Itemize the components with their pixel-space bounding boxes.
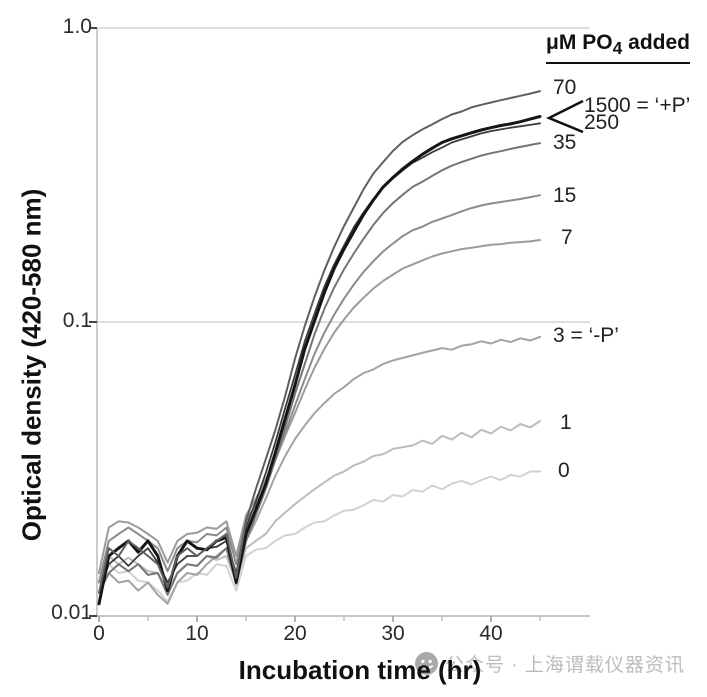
legend-title-subscript: 4 <box>612 38 623 59</box>
y-tick-label-0.01: 0.01 <box>51 601 92 624</box>
series-line-3 <box>98 335 541 605</box>
x-axis-title: Incubation time (hr) <box>238 655 482 685</box>
watermark: 公众号 · 上海谓载仪器资讯 <box>414 650 685 677</box>
x-tick-label-30: 30 <box>381 622 405 645</box>
x-tick-label-0: 0 <box>93 622 105 645</box>
legend-label-0: 0 <box>558 459 570 482</box>
legend-label-1: 1 <box>560 411 572 434</box>
x-tick-label-40: 40 <box>479 622 503 645</box>
series-line-35 <box>98 142 541 596</box>
legend-bracket <box>545 99 584 134</box>
y-tick-label-1.0: 1.0 <box>62 15 92 38</box>
y-axis-title: Optical density (420-580 nm) <box>16 188 47 542</box>
legend-title: μM PO4 added <box>546 31 690 65</box>
legend-label-7: 7 <box>561 226 573 249</box>
official-account-logo-icon <box>415 652 438 675</box>
legend-label-15: 15 <box>553 184 577 207</box>
legend-label-35: 35 <box>553 131 577 154</box>
watermark-text: 公众号 · 上海谓载仪器资讯 <box>445 655 685 676</box>
series-line-70 <box>98 90 541 594</box>
x-tick-label-10: 10 <box>185 622 209 645</box>
legend-label-250: 250 <box>584 111 620 134</box>
legend-title-post: added <box>622 31 690 54</box>
legend-label-70: 70 <box>553 76 577 99</box>
y-tick-label-0.1: 0.1 <box>62 309 92 332</box>
x-tick-label-20: 20 <box>283 622 307 645</box>
legend-title-pre: μM PO <box>546 31 613 54</box>
series-line-15 <box>98 194 541 584</box>
series-line-7 <box>98 239 541 574</box>
legend-label-3: 3 = ‘-P’ <box>553 324 619 347</box>
legend-label-1500: 1500 = ‘+P’ <box>584 94 691 117</box>
